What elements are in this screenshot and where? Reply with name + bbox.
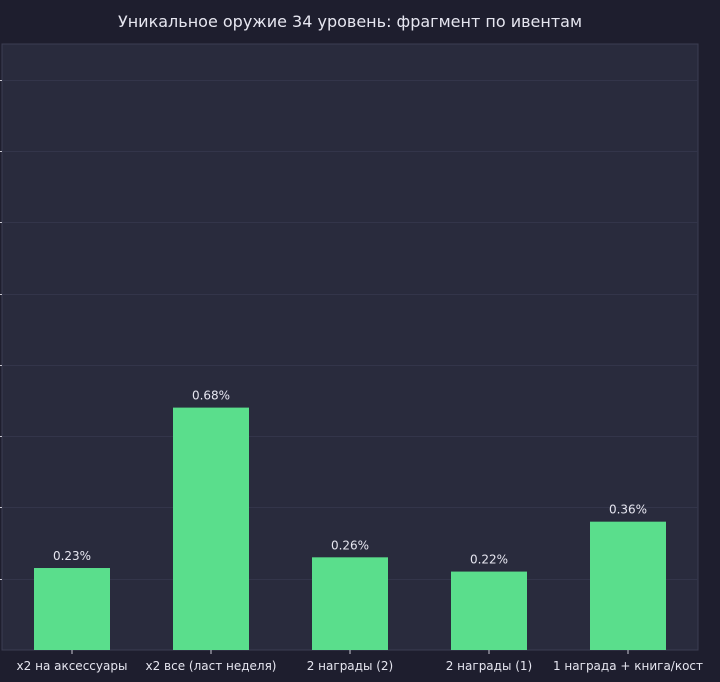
bar-value-label: 0.36% [609,503,647,517]
x-tick-label: 2 награды (2) [307,659,394,673]
value-labels: 0.23% 0.68% 0.26% 0.22% 0.36% [53,389,647,567]
bar-value-label: 0.26% [331,538,369,552]
x-tick-label: 1 награда + книга/кост [553,659,703,673]
bar [312,557,388,650]
bar-value-label: 0.22% [470,553,508,567]
x-axis-ticks: x2 на аксессуары x2 все (ласт неделя) 2 на… [17,650,703,673]
x-tick-label: 2 награды (1) [446,659,533,673]
x-tick-label: x2 на аксессуары [17,659,128,673]
bar [451,571,527,650]
x-tick-label: x2 все (ласт неделя) [145,659,276,673]
bars [34,407,666,650]
grid-lines [0,80,698,580]
bar [590,521,666,650]
bar-value-label: 0.23% [53,549,91,563]
plot-area [1,43,699,651]
bar [173,407,249,650]
bar [34,568,110,650]
chart-title: Уникальное оружие 34 уровень: фрагмент п… [118,12,582,31]
bar-value-label: 0.68% [192,389,230,403]
